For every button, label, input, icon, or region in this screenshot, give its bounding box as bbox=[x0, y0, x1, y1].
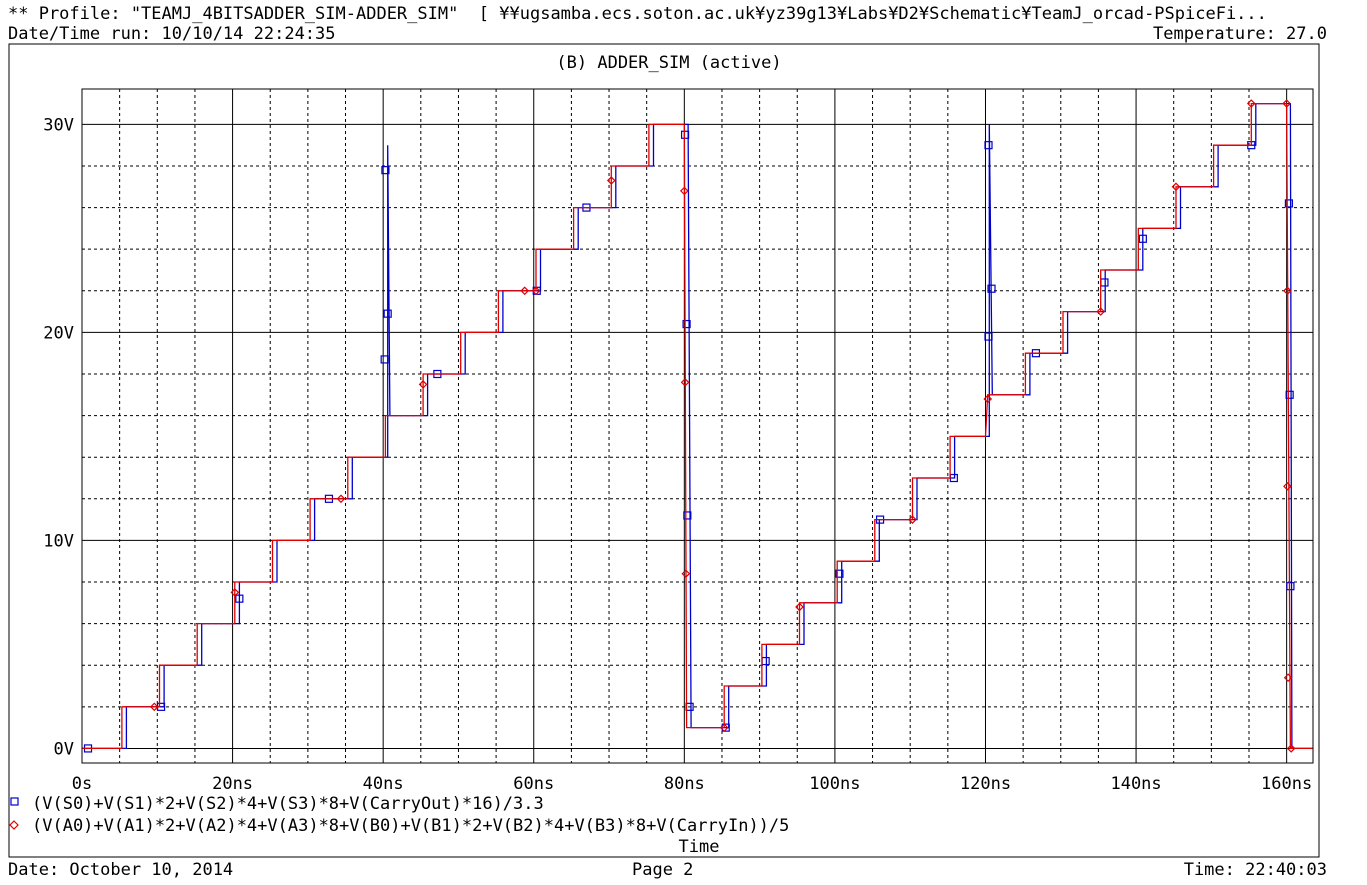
x-tick-label: 120ns bbox=[960, 774, 1011, 794]
x-tick-label: 20ns bbox=[212, 774, 253, 794]
series-1-marker bbox=[383, 309, 392, 318]
series-2-marker bbox=[1246, 99, 1256, 108]
y-tick-label: 0V bbox=[54, 739, 74, 759]
series-line-2 bbox=[82, 102, 1313, 750]
series-2-marker bbox=[1283, 673, 1293, 683]
series-2-marker bbox=[520, 286, 530, 296]
series-1-marker bbox=[835, 569, 844, 578]
legend-series-2: (V(A0)+V(A1)*2+V(A2)*4+V(A3)*8+V(B0)+V(B… bbox=[32, 816, 789, 836]
x-tick-label: 0s bbox=[72, 774, 92, 794]
legend-diamond-icon bbox=[9, 820, 19, 830]
grid bbox=[82, 89, 1313, 763]
series-1-marker bbox=[1286, 582, 1295, 591]
footer-time: Time: 22:40:03 bbox=[1183, 860, 1327, 880]
series-2-marker bbox=[418, 380, 428, 389]
series-1-marker bbox=[761, 656, 770, 666]
series-2-marker bbox=[680, 377, 690, 387]
series-2-marker bbox=[606, 176, 616, 185]
x-tick-label: 40ns bbox=[363, 774, 404, 794]
series-2-marker bbox=[1283, 286, 1292, 296]
series-1-marker bbox=[1284, 199, 1294, 208]
x-tick-label: 80ns bbox=[664, 774, 705, 794]
series-2-marker bbox=[795, 602, 804, 612]
series-1-marker bbox=[682, 319, 691, 329]
series-1-marker bbox=[984, 332, 993, 341]
series-2-marker bbox=[1171, 182, 1181, 192]
legend-square-icon bbox=[10, 797, 19, 806]
series-2-marker bbox=[679, 186, 689, 196]
series-line-1 bbox=[82, 102, 1313, 750]
series-1-marker bbox=[683, 511, 692, 520]
chart-title: (B) ADDER_SIM (active) bbox=[556, 53, 781, 73]
series-2-marker bbox=[1282, 99, 1291, 108]
series-2-marker bbox=[149, 702, 159, 712]
series-layer bbox=[82, 99, 1313, 753]
series-1-marker bbox=[1138, 234, 1147, 243]
x-tick-label: 60ns bbox=[513, 774, 554, 794]
series-1-marker bbox=[987, 284, 996, 293]
series-2-marker bbox=[908, 515, 917, 524]
footer-page: Page 2 bbox=[632, 860, 694, 880]
series-1-marker bbox=[984, 141, 993, 150]
y-tick-label: 10V bbox=[43, 531, 74, 551]
profile-header: ** Profile: "TEAMJ_4BITSADDER_SIM-ADDER_… bbox=[8, 4, 1267, 24]
series-1-marker bbox=[1285, 390, 1294, 399]
x-axis-label: Time bbox=[679, 837, 720, 857]
series-1-marker bbox=[235, 594, 244, 603]
y-tick-label: 30V bbox=[43, 115, 74, 135]
footer-date: Date: October 10, 2014 bbox=[8, 860, 234, 880]
series-2-marker bbox=[1283, 481, 1292, 491]
legend-series-1: (V(S0)+V(S1)*2+V(S2)*4+V(S3)*8+V(CarryOu… bbox=[32, 794, 544, 814]
series-2-marker bbox=[681, 569, 691, 579]
outer-frame bbox=[8, 43, 1320, 858]
x-tick-label: 100ns bbox=[809, 774, 860, 794]
temperature: Temperature: 27.0 bbox=[1153, 24, 1327, 44]
series-2-marker bbox=[983, 394, 993, 404]
series-1-marker bbox=[680, 130, 690, 139]
y-tick-label: 20V bbox=[43, 323, 74, 343]
run-datetime: Date/Time run: 10/10/14 22:24:35 bbox=[8, 24, 336, 44]
series-2-marker bbox=[1286, 744, 1296, 753]
series-2-marker bbox=[531, 286, 541, 296]
series-1-marker bbox=[381, 166, 390, 175]
series-1-marker bbox=[1100, 278, 1109, 287]
series-2-marker bbox=[719, 723, 729, 732]
series-2-marker bbox=[1096, 307, 1106, 316]
tick-labels: 0s 20ns 40ns 60ns 80ns 100ns 120ns 140ns 160ns 0V… bbox=[43, 115, 1312, 794]
series-2-marker bbox=[336, 494, 346, 504]
x-tick-label: 160ns bbox=[1261, 774, 1312, 794]
x-tick-label: 140ns bbox=[1110, 774, 1161, 794]
series-1-marker bbox=[380, 355, 389, 364]
plot-frame bbox=[81, 88, 1314, 764]
series-2-marker bbox=[230, 588, 240, 597]
